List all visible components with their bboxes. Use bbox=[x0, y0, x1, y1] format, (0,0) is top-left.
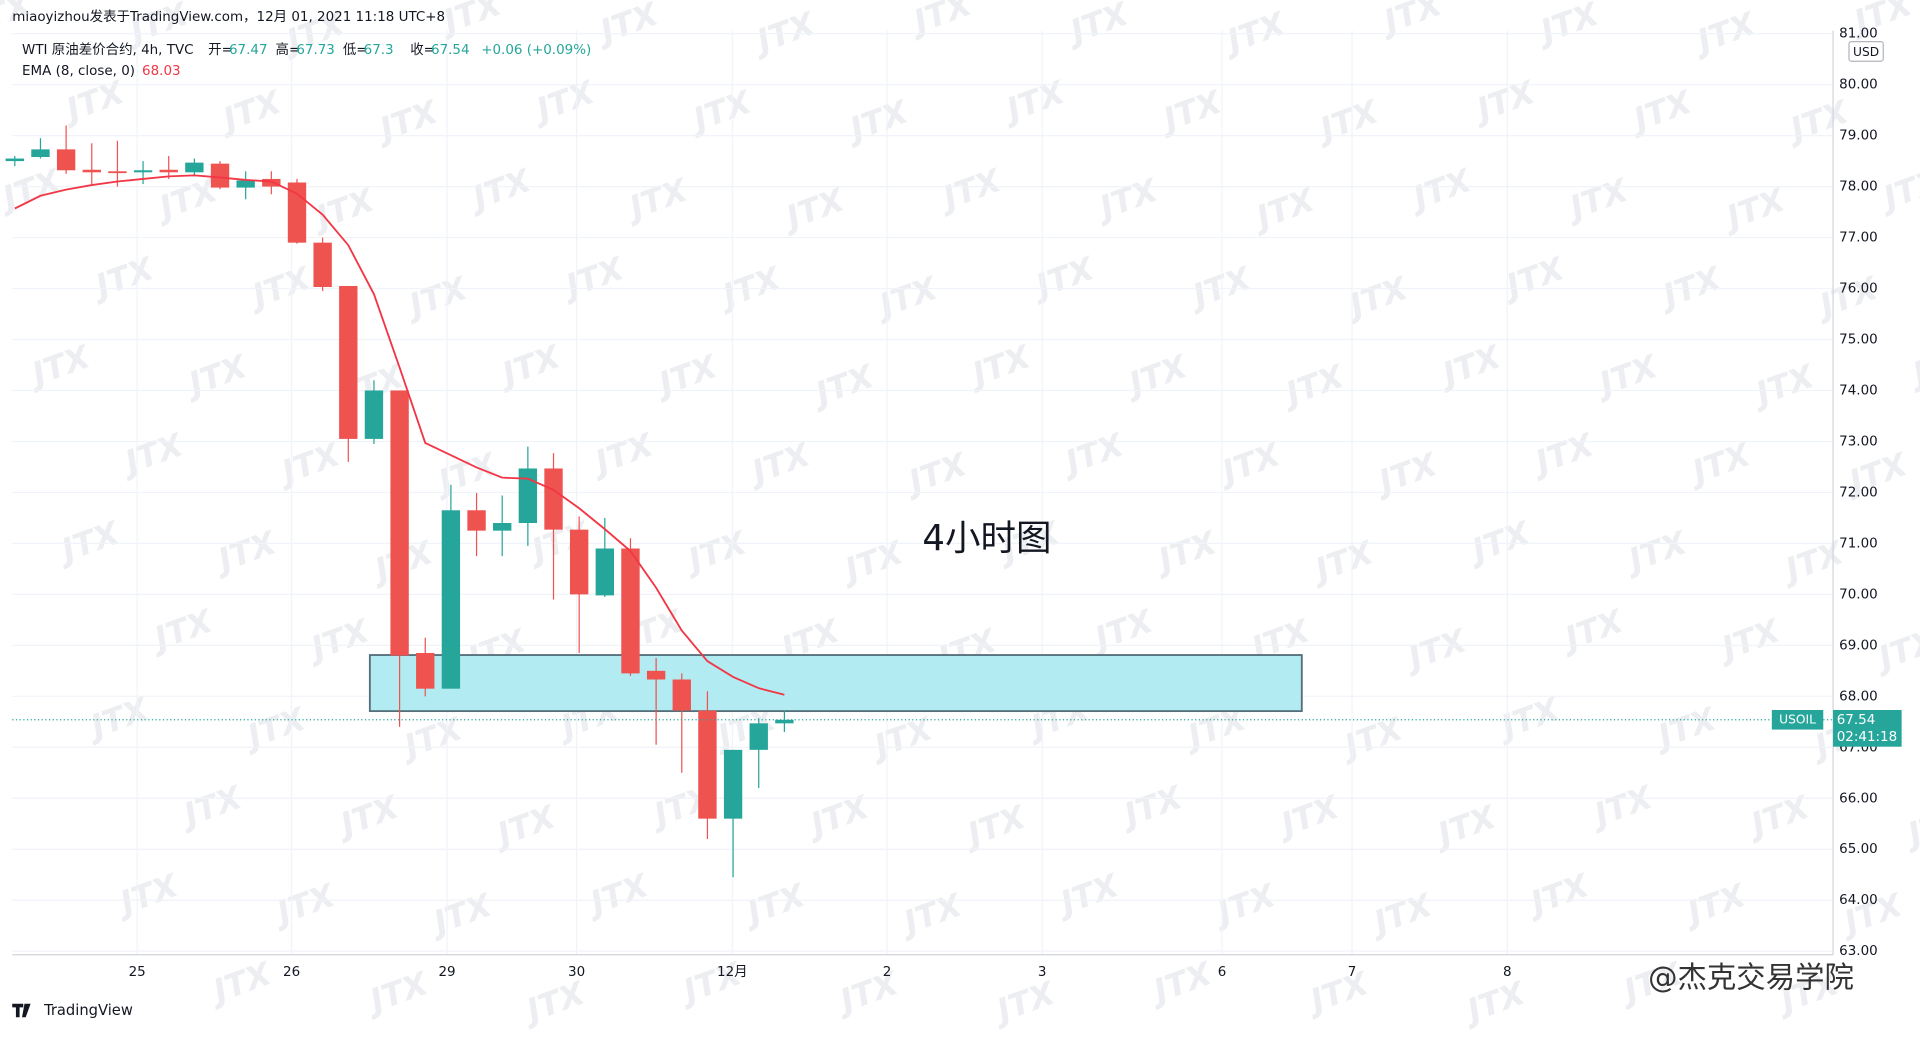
candle-body bbox=[31, 149, 50, 158]
candle-body bbox=[775, 719, 794, 724]
x-tick-label: 29 bbox=[438, 965, 455, 980]
candle-body bbox=[416, 652, 435, 689]
y-tick-label: 66.00 bbox=[1839, 791, 1878, 806]
x-tick-label: 26 bbox=[283, 965, 300, 980]
credit: @杰克交易学院 bbox=[1648, 961, 1854, 995]
candle-body bbox=[749, 723, 768, 750]
y-tick-label: 80.00 bbox=[1839, 78, 1878, 93]
candle-body bbox=[518, 468, 538, 524]
candle-body bbox=[133, 170, 153, 173]
change: +0.06 (+0.09%) bbox=[481, 43, 591, 58]
y-tick-label: 74.00 bbox=[1839, 383, 1878, 398]
y-tick-label: 75.00 bbox=[1839, 333, 1878, 348]
ohlc-value: 67.73 bbox=[296, 43, 335, 58]
ohlc-prefix: 收= bbox=[410, 42, 435, 58]
ohlc-prefix: 高= bbox=[276, 41, 301, 58]
y-tick-label: 76.00 bbox=[1839, 282, 1878, 297]
symbol-line: WTI 原油差价合约, 4h, TVC bbox=[22, 42, 194, 58]
price-badge bbox=[1833, 709, 1902, 747]
candle-body bbox=[621, 548, 640, 674]
indicator-name: EMA (8, close, 0) bbox=[22, 64, 135, 79]
candle-body bbox=[467, 510, 486, 531]
symbol-label: USOIL bbox=[1779, 712, 1816, 726]
plot bbox=[5, 30, 1834, 955]
candle-body bbox=[646, 670, 666, 680]
candle-body bbox=[723, 749, 743, 819]
candle-body bbox=[544, 468, 563, 530]
candle-body bbox=[493, 523, 512, 531]
candle-body bbox=[236, 180, 255, 188]
x-tick-label: 2 bbox=[883, 965, 892, 980]
candle-body bbox=[364, 390, 384, 439]
candle-body bbox=[595, 548, 615, 596]
y-tick-label: 69.00 bbox=[1839, 638, 1878, 653]
ohlc-value: 67.54 bbox=[431, 43, 470, 58]
y-tick-label: 71.00 bbox=[1839, 536, 1878, 551]
y-tick-label: 63.00 bbox=[1839, 944, 1878, 959]
candle-body bbox=[159, 169, 178, 173]
ohlc-legend: 开=67.47 高=67.73 低=67.3 收=67.54 +0.06 (+0.09%… bbox=[208, 41, 591, 58]
annotation: 4小时图 bbox=[922, 518, 1051, 559]
x-tick-label: 7 bbox=[1348, 965, 1357, 980]
brand: TradingView bbox=[43, 1002, 133, 1019]
candle-body bbox=[108, 171, 127, 174]
x-tick-label: 8 bbox=[1503, 965, 1512, 980]
zone bbox=[368, 654, 1303, 713]
currency-badge bbox=[1848, 41, 1884, 62]
candle-body bbox=[56, 149, 76, 171]
y-tick-label: 79.00 bbox=[1839, 129, 1878, 144]
x-tick-label: 6 bbox=[1218, 965, 1227, 980]
ohlc-prefix: 开= bbox=[208, 43, 233, 58]
y-tick-label: 77.00 bbox=[1839, 231, 1878, 246]
x-tick-label: 3 bbox=[1038, 965, 1047, 980]
price-label: 67.54 bbox=[1837, 713, 1876, 728]
x-tick-label: 30 bbox=[568, 965, 585, 980]
y-tick-label: 81.00 bbox=[1839, 27, 1878, 42]
ema-line bbox=[14, 174, 785, 696]
candle-body bbox=[698, 710, 717, 819]
currency: USD bbox=[1853, 45, 1879, 59]
candle-body bbox=[5, 158, 24, 162]
y-tick-label: 70.00 bbox=[1839, 587, 1878, 602]
candle-body bbox=[569, 529, 589, 595]
countdown: 02:41:18 bbox=[1837, 730, 1897, 745]
y-tick-label: 68.00 bbox=[1839, 689, 1878, 704]
indicator-value: 68.03 bbox=[142, 64, 181, 79]
y-tick-label: 65.00 bbox=[1839, 842, 1878, 857]
candle-body bbox=[672, 679, 691, 711]
candle-body bbox=[313, 242, 332, 288]
ohlc-prefix: 低= bbox=[343, 42, 368, 58]
candle-body bbox=[210, 163, 230, 188]
candle-body bbox=[441, 510, 461, 689]
y-tick-label: 73.00 bbox=[1839, 434, 1878, 449]
symbol-badge bbox=[1771, 709, 1824, 730]
brand-logo bbox=[12, 1003, 31, 1018]
candle-body bbox=[262, 178, 281, 187]
author-line: miaoyizhou发表于TradingView.com，12月 01, 202… bbox=[12, 9, 445, 25]
ohlc-value: 67.47 bbox=[229, 43, 268, 58]
candle-body bbox=[390, 390, 409, 656]
candle-body bbox=[82, 169, 101, 173]
y-tick-label: 72.00 bbox=[1839, 485, 1878, 500]
candle-body bbox=[339, 285, 358, 439]
x-tick-label: 12月 bbox=[717, 965, 748, 980]
x-tick-label: 25 bbox=[129, 965, 146, 980]
candle-body bbox=[185, 162, 204, 173]
y-tick-label: 78.00 bbox=[1839, 180, 1878, 195]
ohlc-value: 67.3 bbox=[364, 43, 394, 58]
y-tick-label: 64.00 bbox=[1839, 893, 1878, 908]
